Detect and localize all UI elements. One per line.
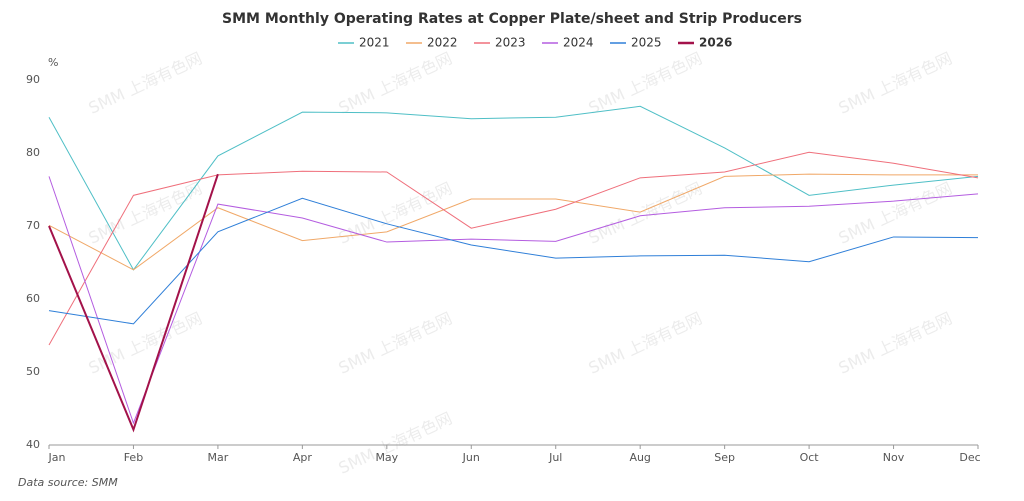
- x-tick-label: Feb: [124, 451, 143, 464]
- y-unit: %: [48, 56, 58, 69]
- source: Data source: SMM: [18, 476, 118, 489]
- chart-title: SMM Monthly Operating Rates at Copper Pl…: [222, 11, 802, 27]
- legend-label: 2026: [699, 36, 732, 50]
- watermark: SMM 上海有色网: [336, 49, 455, 118]
- legend-label: 2021: [359, 36, 390, 50]
- series-line: [48, 151, 979, 346]
- x-tick-label: Nov: [883, 451, 905, 464]
- watermark: SMM 上海有色网: [86, 179, 205, 248]
- x-tick-label: Apr: [293, 451, 313, 464]
- legend-label: 2023: [495, 36, 526, 50]
- x-tick-label: May: [375, 451, 398, 464]
- legend-label: 2024: [563, 36, 594, 50]
- x-tick-label: Jun: [462, 451, 480, 464]
- x-tick-label: Sep: [714, 451, 735, 464]
- watermark: SMM 上海有色网: [586, 179, 705, 248]
- series-line: [48, 105, 979, 271]
- watermark: SMM 上海有色网: [336, 179, 455, 248]
- watermark: SMM 上海有色网: [86, 49, 205, 118]
- watermark: SMM 上海有色网: [586, 49, 705, 118]
- y-tick-label: 70: [26, 219, 40, 232]
- x-tick-label: Jul: [548, 451, 562, 464]
- y-tick-label: 40: [26, 438, 40, 451]
- x-tick-label: Mar: [208, 451, 229, 464]
- watermark: SMM 上海有色网: [836, 309, 955, 378]
- x-tick-label: Aug: [629, 451, 650, 464]
- x-tick-label: Dec: [959, 451, 980, 464]
- y-tick-label: 80: [26, 146, 40, 159]
- watermark: SMM 上海有色网: [336, 409, 455, 478]
- x-tick-label: Oct: [800, 451, 820, 464]
- legend-label: 2025: [631, 36, 662, 50]
- series-line: [48, 197, 979, 325]
- watermark: SMM 上海有色网: [586, 309, 705, 378]
- watermark: SMM 上海有色网: [336, 309, 455, 378]
- series-line: [48, 173, 219, 433]
- x-tick-label: Jan: [48, 451, 66, 464]
- series-line: [48, 176, 979, 425]
- y-tick-label: 50: [26, 365, 40, 378]
- y-tick-label: 60: [26, 292, 40, 305]
- y-tick-label: 90: [26, 73, 40, 86]
- legend-label: 2022: [427, 36, 458, 50]
- watermark: SMM 上海有色网: [836, 49, 955, 118]
